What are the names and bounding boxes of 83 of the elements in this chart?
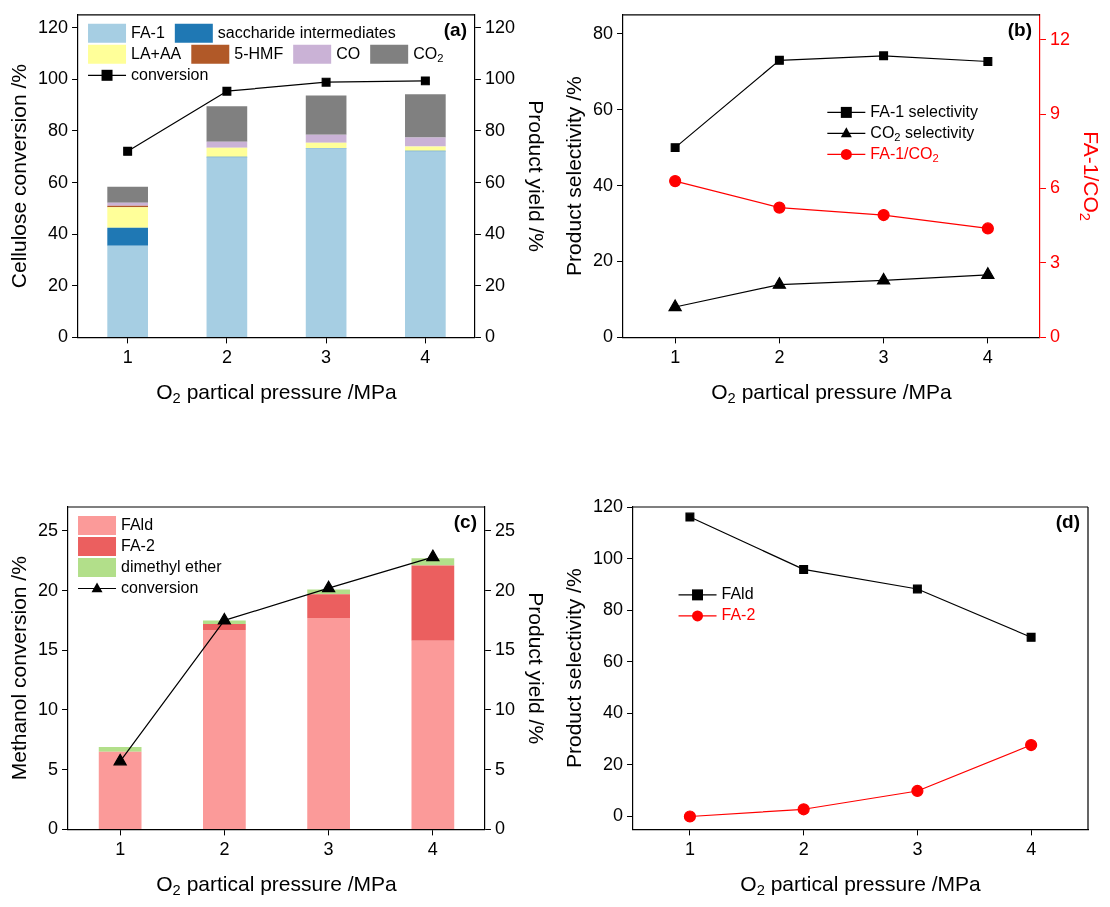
y-tick-label: 10 [37, 698, 59, 719]
y2-tick-label: 20 [484, 274, 505, 295]
x-tick-label: 2 [221, 347, 232, 368]
x-tick-label: 3 [323, 839, 334, 860]
legend-label: FA-1 selectivity [870, 102, 978, 120]
y2-axis-title: Product yield /% [525, 592, 549, 745]
y2-tick-label: 6 [1049, 177, 1060, 198]
y2-tick-label: 20 [494, 579, 516, 600]
x-tick-label: 4 [427, 839, 438, 860]
y2-tick-label: 0 [1049, 326, 1060, 347]
y2-tick-label: 10 [494, 698, 516, 719]
y-tick-label: 60 [603, 650, 624, 671]
x-tick-label: 2 [219, 839, 230, 860]
x-tick-label: 4 [1026, 839, 1037, 860]
y-tick-label: 25 [37, 519, 59, 540]
y2-axis-title: FA-1/CO2 [1076, 131, 1104, 222]
x-tick-label: 2 [798, 839, 809, 860]
y2-tick-label: 12 [1049, 28, 1071, 49]
y-tick-label: 40 [592, 174, 614, 195]
x-tick-label: 1 [115, 839, 126, 860]
y-tick-label: 0 [603, 326, 614, 347]
y-tick-label: 20 [592, 250, 614, 271]
x-tick-label: 3 [878, 347, 889, 368]
y-tick-label: 80 [603, 599, 624, 620]
y-tick-label: 100 [37, 68, 69, 89]
y-tick-label: 0 [58, 326, 69, 347]
y2-tick-label: 0 [484, 326, 495, 347]
x-tick-label: 1 [122, 347, 133, 368]
annotation: (a) [443, 19, 467, 41]
x-tick-label: 2 [774, 347, 785, 368]
legend-label: 5-HMF [234, 44, 284, 62]
y-axis-title: Product selectivity /% [561, 568, 585, 768]
y-tick-label: 100 [592, 547, 624, 568]
legend-label: FA-2 [721, 606, 756, 624]
x-tick-label: 4 [420, 347, 431, 368]
y-tick-label: 15 [37, 639, 59, 660]
y-tick-label: 80 [592, 22, 614, 43]
y-tick-label: 40 [48, 223, 69, 244]
x-tick-label: 4 [982, 347, 993, 368]
x-tick-label: 1 [670, 347, 681, 368]
legend-label: dimethyl ether [121, 557, 223, 575]
y2-tick-label: 80 [484, 119, 505, 140]
y-tick-label: 120 [37, 16, 69, 37]
y-tick-label: 40 [603, 702, 624, 723]
y-axis-title: Product selectivity /% [561, 76, 585, 276]
legend-label: LA+AA [131, 44, 182, 62]
x-tick-label: 3 [321, 347, 332, 368]
y2-tick-label: 120 [484, 16, 516, 37]
y-tick-label: 80 [48, 119, 69, 140]
y-tick-label: 60 [592, 98, 614, 119]
x-tick-label: 3 [912, 839, 923, 860]
legend-label: FA-1 [131, 23, 165, 41]
x-tick-label: 1 [684, 839, 695, 860]
annotation: (d) [1055, 511, 1081, 533]
y2-tick-label: 5 [494, 758, 505, 779]
annotation: (b) [1007, 19, 1032, 41]
y2-tick-label: 0 [494, 818, 505, 839]
y-tick-label: 5 [48, 758, 59, 779]
legend-label: saccharide intermediates [217, 23, 396, 41]
y-tick-label: 60 [48, 171, 69, 192]
legend-label: FA-2 [121, 536, 155, 554]
legend-label: FAld [721, 585, 754, 603]
y-tick-label: 120 [592, 495, 624, 516]
y-axis-title: Methanol conversion /% [6, 556, 30, 781]
y2-tick-label: 15 [494, 639, 516, 660]
y2-tick-label: 60 [484, 171, 505, 192]
legend-label: conversion [131, 65, 209, 83]
y-tick-label: 20 [48, 274, 69, 295]
y2-axis-title: Product yield /% [525, 100, 549, 252]
y2-tick-label: 100 [484, 68, 516, 89]
y-tick-label: 0 [613, 805, 624, 826]
y-tick-label: 20 [37, 579, 59, 600]
y2-tick-label: 3 [1049, 251, 1060, 272]
legend-label: conversion [121, 578, 199, 596]
legend-label: FAld [121, 515, 154, 533]
y-tick-label: 20 [603, 753, 624, 774]
y2-tick-label: 25 [494, 519, 516, 540]
legend-label: CO [336, 44, 361, 62]
y-axis-title: Cellulose conversion /% [6, 64, 30, 289]
y2-tick-label: 9 [1049, 103, 1060, 124]
annotation: (c) [453, 511, 477, 533]
y-tick-label: 0 [48, 818, 59, 839]
y2-tick-label: 40 [484, 223, 505, 244]
